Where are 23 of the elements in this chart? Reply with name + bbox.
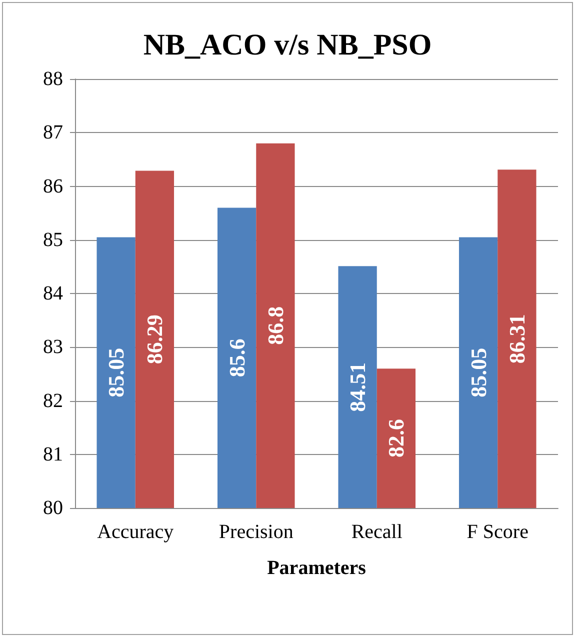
data-label: 84.51 bbox=[345, 362, 370, 412]
y-tick-label: 85 bbox=[43, 228, 63, 251]
data-label: 86.31 bbox=[504, 314, 530, 364]
data-label: 86.29 bbox=[142, 314, 168, 364]
x-tick-label: F Score bbox=[466, 521, 529, 543]
chart-title: NB_ACO v/s NB_PSO bbox=[143, 28, 432, 62]
data-label: 82.6 bbox=[384, 419, 409, 458]
x-tick-label: Accuracy bbox=[97, 521, 174, 543]
y-tick-label: 84 bbox=[43, 282, 63, 304]
y-tick-label: 80 bbox=[43, 497, 63, 519]
data-label: 86.8 bbox=[262, 306, 288, 345]
y-tick-label: 82 bbox=[43, 390, 63, 412]
data-label: 85.05 bbox=[466, 348, 491, 398]
x-axis-title: Parameters bbox=[267, 557, 366, 579]
y-tick-label: 87 bbox=[43, 122, 63, 144]
x-tick-label: Precision bbox=[218, 521, 294, 543]
x-tick-label: Recall bbox=[351, 521, 403, 543]
y-tick-label: 83 bbox=[43, 336, 63, 358]
y-tick-label: 81 bbox=[43, 443, 63, 466]
data-label: 85.6 bbox=[224, 338, 250, 378]
y-tick-label: 86 bbox=[43, 175, 63, 198]
y-tick-label: 88 bbox=[43, 68, 63, 90]
data-label: 85.05 bbox=[104, 348, 129, 398]
